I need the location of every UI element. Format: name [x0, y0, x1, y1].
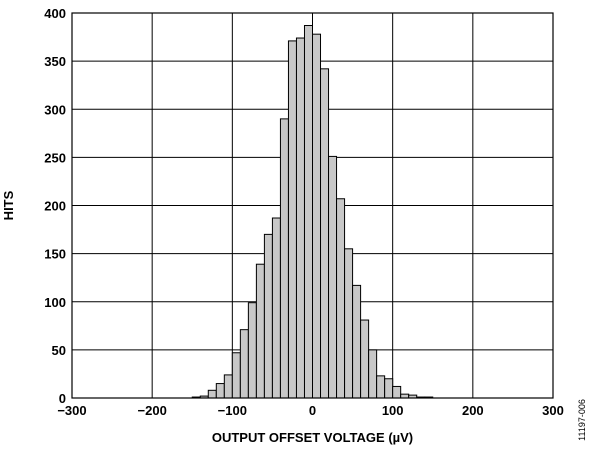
histogram-bar: [392, 385, 402, 399]
y-axis-ticks: 0 50 100 150 200 250 300 350 400: [44, 6, 66, 406]
histogram-bar: [239, 329, 249, 399]
histogram-bar: [384, 378, 394, 399]
histogram-bar: [287, 40, 297, 399]
x-tick-label: −100: [218, 403, 247, 418]
histogram-bar: [368, 349, 378, 399]
histogram-bar: [344, 248, 354, 399]
histogram-bar: [295, 37, 305, 399]
histogram-bar: [223, 374, 233, 399]
histogram-bar: [207, 389, 217, 399]
histogram-bar: [328, 155, 338, 399]
y-tick-label: 50: [52, 343, 66, 358]
x-tick-label: −300: [57, 403, 86, 418]
y-tick-label: 100: [44, 295, 66, 310]
histogram-bars: [191, 25, 434, 399]
histogram-bar: [263, 233, 273, 399]
x-tick-label: 200: [462, 403, 484, 418]
y-tick-label: 400: [44, 6, 66, 21]
y-tick-label: 150: [44, 247, 66, 262]
x-tick-label: 0: [309, 403, 316, 418]
y-tick-label: 0: [59, 391, 66, 406]
histogram-bar: [312, 33, 322, 399]
histogram-bar: [231, 352, 241, 399]
histogram-bar: [247, 302, 257, 399]
histogram-bar: [279, 118, 289, 399]
histogram-bar: [303, 25, 314, 399]
y-tick-label: 250: [44, 150, 66, 165]
y-tick-label: 200: [44, 199, 66, 214]
y-tick-label: 300: [44, 102, 66, 117]
histogram-bar: [271, 217, 281, 399]
y-tick-label: 350: [44, 54, 66, 69]
x-axis-ticks: −300 −200 −100 0 100 200 300: [57, 403, 564, 418]
histogram-bar: [360, 319, 370, 399]
y-axis-title: HITS: [1, 190, 16, 220]
histogram-bar: [336, 198, 346, 399]
histogram-bar: [215, 383, 225, 399]
x-tick-label: −200: [138, 403, 167, 418]
figure-id: 11197-006: [577, 399, 587, 441]
histogram-bar: [352, 284, 362, 399]
histogram-bar: [376, 375, 386, 399]
x-tick-label: 100: [382, 403, 404, 418]
x-axis-title: OUTPUT OFFSET VOLTAGE (µV): [212, 430, 413, 445]
x-tick-label: 300: [542, 403, 564, 418]
histogram-bar: [255, 263, 265, 399]
histogram-bar: [320, 68, 330, 399]
plot-frame: [71, 12, 554, 399]
